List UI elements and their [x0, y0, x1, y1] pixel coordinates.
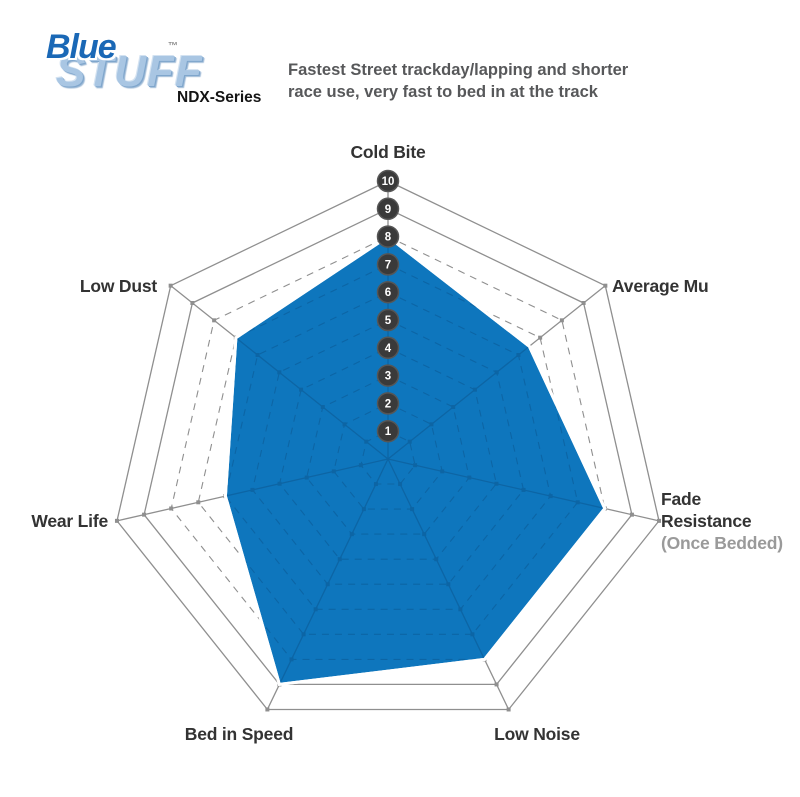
svg-text:Fade: Fade — [661, 489, 702, 509]
data-polygon-outline — [223, 234, 607, 687]
scale-badge-label-10: 10 — [382, 176, 395, 188]
description-line-2: race use, very fast to bed in at the tra… — [288, 82, 598, 101]
description-line-1: Fastest Street trackday/lapping and shor… — [288, 61, 629, 79]
axis-label-low-noise: Low Noise — [494, 724, 580, 744]
svg-text:(Once Bedded): (Once Bedded) — [661, 533, 783, 553]
scale-badge-1 — [376, 419, 400, 443]
scale-badge-6 — [376, 280, 400, 304]
svg-text:Low Dust: Low Dust — [80, 276, 158, 296]
logo-stuff-text: STUFF — [56, 47, 203, 96]
bluestuff-logo: STUFF Blue ™ NDX-Series — [42, 30, 287, 112]
scale-badge-label-2: 2 — [385, 398, 391, 410]
scale-badges: 10 9 8 7 6 5 4 3 2 1 — [376, 169, 400, 443]
svg-text:Low Noise: Low Noise — [494, 724, 580, 744]
axis-label-wear-life: Wear Life — [31, 511, 108, 531]
trademark-symbol: ™ — [168, 41, 178, 52]
scale-badge-label-7: 7 — [385, 259, 391, 271]
scale-badge-label-5: 5 — [385, 315, 392, 327]
scale-badge-label-1: 1 — [385, 426, 392, 438]
axis-label-bed-in: Bed in Speed — [185, 724, 294, 744]
svg-text:Wear Life: Wear Life — [31, 511, 108, 531]
data-polygon — [223, 234, 607, 687]
scale-badge-7 — [376, 253, 400, 276]
scale-badge-label-9: 9 — [385, 204, 391, 216]
scale-badge-9 — [376, 197, 400, 221]
axis-label-cold-bite: Cold Bite — [350, 142, 426, 162]
scale-badge-2 — [376, 392, 400, 415]
scale-badge-8 — [376, 225, 400, 248]
scale-badge-10 — [376, 169, 400, 193]
scale-badge-label-4: 4 — [385, 343, 392, 355]
scale-badge-label-3: 3 — [385, 371, 391, 383]
axis-label-low-dust: Low Dust — [80, 276, 158, 296]
product-description: Fastest Street trackday/lapping and shor… — [288, 60, 708, 103]
scale-badge-4 — [376, 336, 400, 360]
scale-badge-label-6: 6 — [385, 287, 391, 299]
svg-text:Average Mu: Average Mu — [612, 276, 709, 296]
axis-label-average-mu: Average Mu — [612, 276, 709, 296]
series-name: NDX-Series — [177, 89, 262, 106]
svg-text:Bed in Speed: Bed in Speed — [185, 724, 293, 744]
scale-badge-label-8: 8 — [385, 232, 392, 244]
logo-blue-text: Blue — [46, 28, 117, 66]
scale-badge-5 — [376, 308, 400, 332]
svg-text:Resistance: Resistance — [661, 511, 752, 531]
svg-text:Cold Bite: Cold Bite — [350, 142, 425, 162]
scale-badge-3 — [376, 364, 400, 387]
